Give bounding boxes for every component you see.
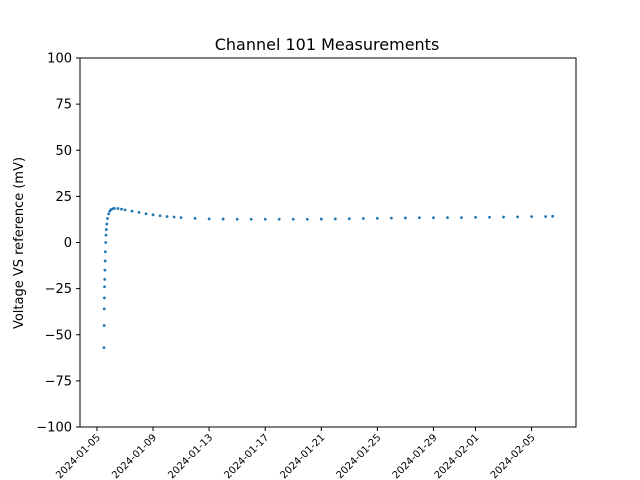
- data-point: [516, 215, 519, 219]
- data-point: [104, 250, 107, 254]
- data-point: [347, 217, 351, 221]
- data-point: [389, 216, 393, 220]
- data-point: [102, 346, 106, 350]
- data-point: [277, 217, 281, 221]
- data-point: [530, 215, 533, 219]
- data-point: [361, 217, 365, 220]
- y-tick-label: −75: [45, 374, 72, 389]
- data-point: [249, 217, 253, 221]
- data-point: [207, 217, 211, 221]
- data-point: [502, 215, 505, 219]
- data-point: [103, 259, 107, 263]
- data-point: [144, 212, 148, 216]
- data-point: [474, 216, 477, 219]
- data-point: [107, 212, 111, 216]
- data-point: [404, 216, 407, 220]
- data-point: [305, 217, 309, 221]
- data-point: [102, 296, 106, 300]
- data-point: [106, 217, 109, 220]
- data-point: [104, 241, 108, 244]
- data-point: [488, 215, 491, 219]
- y-tick-label: −100: [36, 421, 72, 436]
- data-point: [103, 268, 107, 272]
- data-point: [104, 228, 108, 231]
- data-point: [165, 215, 169, 218]
- data-point: [103, 285, 106, 289]
- data-point: [291, 217, 295, 221]
- plot-frame: [79, 57, 577, 428]
- y-axis-ticks: −100 −75 −50 −25 0 25 50 75 100: [36, 52, 80, 436]
- data-point: [418, 216, 421, 220]
- data-point: [333, 217, 337, 221]
- scatter-points: [102, 206, 555, 350]
- data-point: [235, 217, 239, 221]
- data-point: [103, 278, 107, 281]
- y-tick-label: −50: [45, 328, 72, 343]
- data-point: [432, 216, 435, 220]
- chart-title: Channel 101 Measurements: [215, 35, 440, 54]
- data-point: [158, 214, 162, 218]
- data-point: [544, 215, 548, 218]
- data-point: [102, 307, 106, 311]
- data-point: [319, 217, 323, 221]
- data-point: [460, 216, 463, 219]
- data-point: [104, 233, 108, 237]
- data-point: [375, 216, 379, 220]
- data-point: [151, 213, 155, 217]
- data-point: [263, 217, 267, 221]
- data-point: [551, 214, 555, 218]
- data-point: [137, 211, 141, 214]
- data-point: [113, 206, 116, 210]
- data-point: [193, 216, 197, 220]
- y-tick-label: −25: [45, 282, 72, 297]
- y-tick-label: 25: [55, 190, 72, 205]
- data-point: [120, 207, 123, 211]
- data-point: [102, 324, 106, 327]
- data-point: [446, 216, 449, 219]
- data-point: [105, 222, 109, 226]
- y-tick-label: 100: [47, 52, 72, 67]
- y-tick-label: 75: [55, 98, 72, 113]
- data-point: [123, 208, 127, 212]
- y-tick-label: 0: [64, 236, 72, 251]
- data-point: [130, 209, 134, 213]
- y-axis-label: Voltage VS reference (mV): [12, 157, 27, 329]
- data-point: [172, 215, 176, 219]
- data-point: [179, 216, 183, 219]
- data-point: [116, 207, 120, 210]
- data-point: [221, 217, 225, 221]
- y-tick-label: 50: [55, 144, 72, 159]
